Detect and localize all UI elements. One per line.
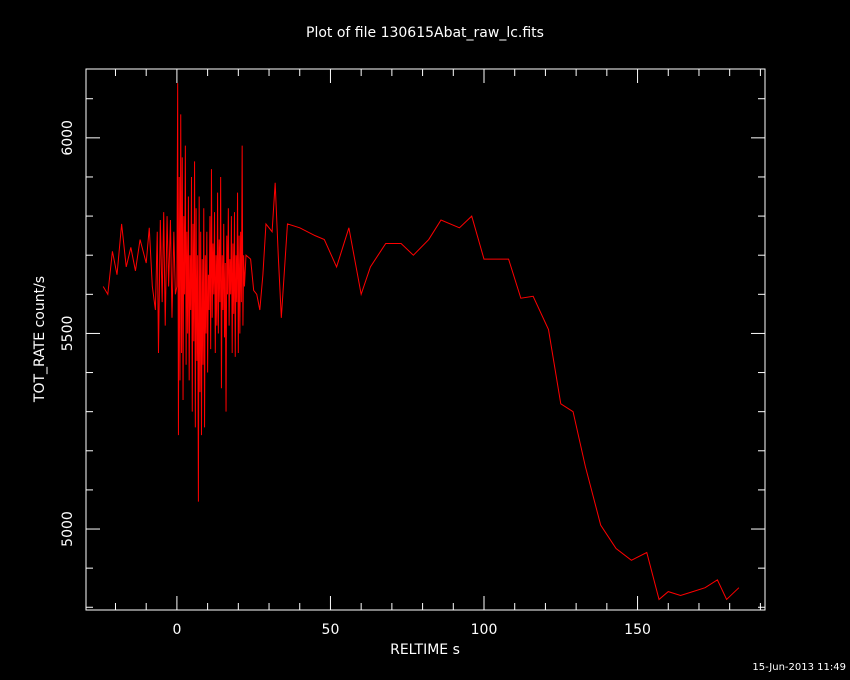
chart-title: Plot of file 130615Abat_raw_lc.fits: [306, 25, 544, 41]
y-tick-label: 5500: [60, 316, 76, 352]
y-tick-label: 6000: [60, 120, 76, 156]
y-axis-label: TOT_RATE count/s: [32, 276, 48, 403]
y-tick-label: 5000: [60, 511, 76, 547]
x-tick-label: 0: [172, 622, 181, 638]
timestamp: 15-Jun-2013 11:49: [752, 662, 846, 673]
x-tick-label: 50: [322, 622, 340, 638]
plot-frame: [85, 68, 766, 611]
data-line: [102, 83, 740, 601]
x-tick-label: 150: [624, 622, 651, 638]
x-axis-label: RELTIME s: [390, 642, 460, 658]
x-tick-label: 100: [471, 622, 498, 638]
